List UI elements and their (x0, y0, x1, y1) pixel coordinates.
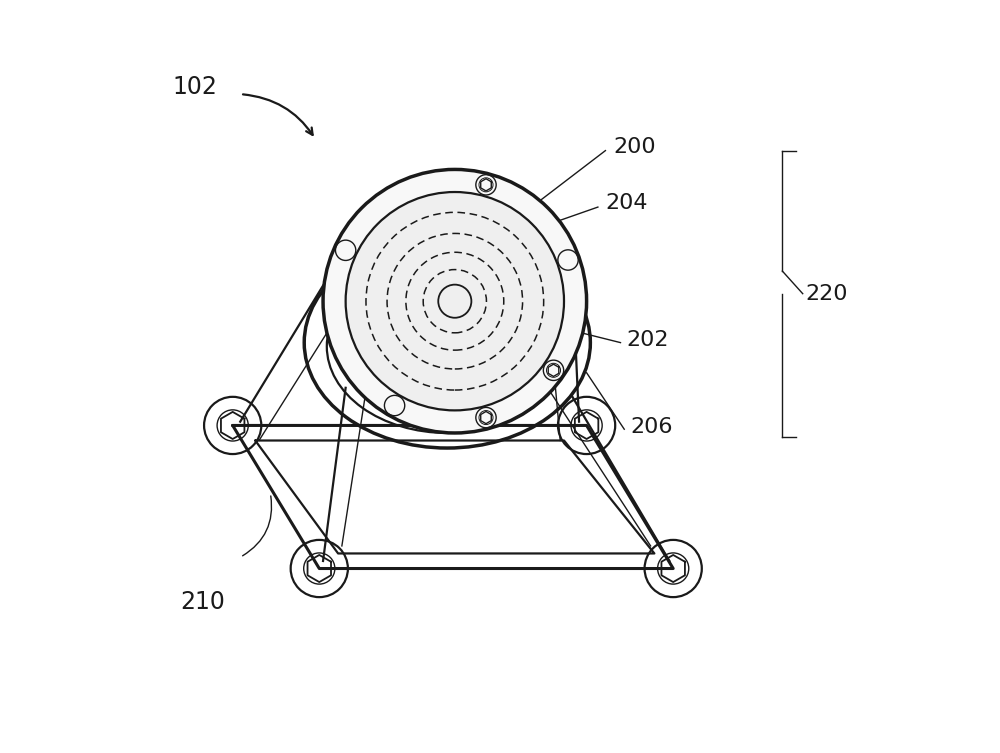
Text: 204: 204 (605, 194, 648, 213)
Text: 200: 200 (613, 137, 656, 157)
Text: 220: 220 (805, 284, 847, 303)
Circle shape (346, 192, 564, 410)
Text: 202: 202 (627, 331, 669, 350)
Text: 102: 102 (172, 75, 217, 99)
Text: 210: 210 (180, 590, 225, 614)
Text: 206: 206 (630, 417, 673, 437)
Circle shape (323, 169, 587, 433)
